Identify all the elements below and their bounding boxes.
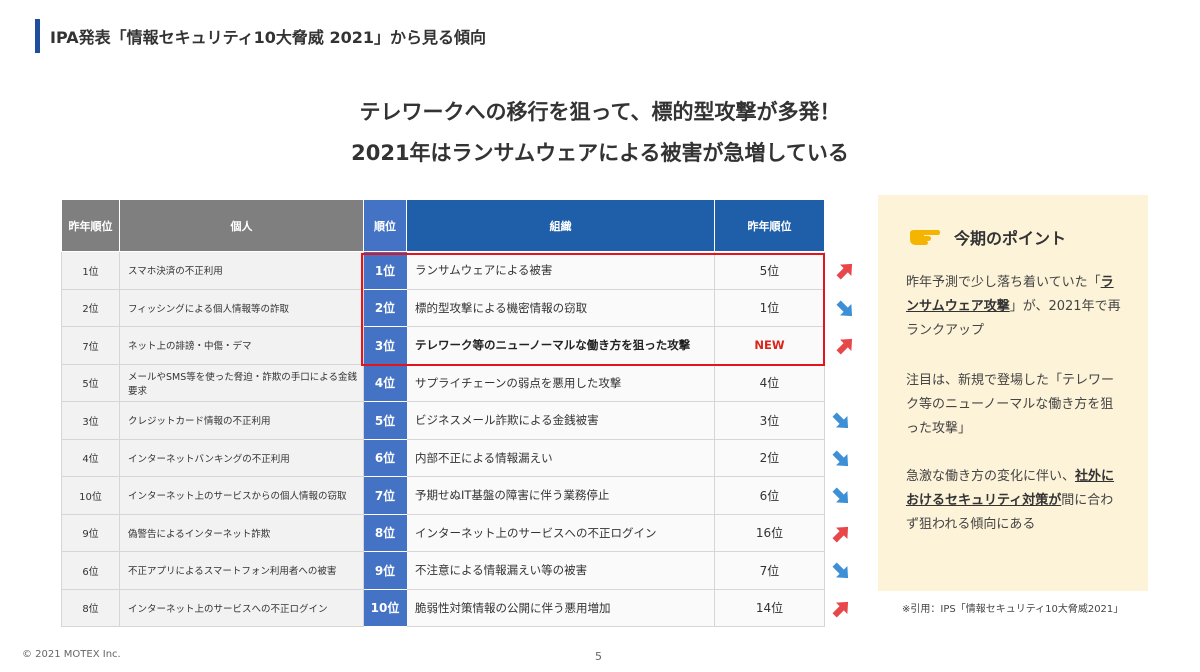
citation: ※引用：IPS「情報セキュリティ10大脅威2021」: [902, 604, 1124, 615]
cell-prev-rank-personal: 5位: [61, 363, 120, 402]
cell-org-threat: 予期せぬIT基盤の障害に伴う業務停止: [406, 476, 715, 515]
header-accent-bar: [35, 19, 40, 53]
cell-personal-threat: スマホ決済の不正利用: [119, 251, 364, 290]
cell-org-threat: ランサムウェアによる被害: [406, 251, 715, 290]
cell-prev-rank-org: 14位: [714, 588, 825, 627]
table-row: 9位 偽警告によるインターネット詐欺 8位 インターネット上のサービスへの不正ログイン…: [61, 513, 825, 552]
point-1-text-b: 」が、2021年で再ランクアップ: [906, 299, 1121, 338]
trend-up-arrow-icon: [834, 335, 856, 357]
trend-down-arrow-icon: [830, 560, 852, 582]
table-header-row: 昨年順位 個人 順位 組織 昨年順位: [61, 199, 825, 252]
point-paragraph-2: 注目は、新規で登場した「テレワーク等のニューノーマルな働き方を狙った攻撃」: [906, 373, 1115, 436]
point-1-text-a: 昨年予測で少し落ち着いていた「: [906, 275, 1101, 290]
table-row: 7位 ネット上の誹謗・中傷・デマ 3位 テレワーク等のニューノーマルな働き方を狙った攻…: [61, 326, 825, 365]
cell-prev-rank-personal: 2位: [61, 288, 120, 327]
cell-prev-rank-org: NEW: [714, 326, 825, 365]
cell-prev-rank-org: 2位: [714, 438, 825, 477]
cell-personal-threat: ネット上の誹謗・中傷・デマ: [119, 326, 364, 365]
header-prev-rank-personal: 昨年順位: [61, 199, 120, 252]
cell-personal-threat: クレジットカード情報の不正利用: [119, 401, 364, 440]
pointing-hand-icon: [908, 227, 940, 247]
cell-org-threat: テレワーク等のニューノーマルな働き方を狙った攻撃: [406, 326, 715, 365]
cell-personal-threat: インターネット上のサービスへの不正ログイン: [119, 588, 364, 627]
header-rank: 順位: [363, 199, 407, 252]
cell-prev-rank-personal: 10位: [61, 476, 120, 515]
trend-up-arrow-icon: [830, 598, 852, 620]
points-panel: 今期のポイント 昨年予測で少し落ち着いていた「ランサムウェア攻撃」が、2021年…: [878, 195, 1148, 591]
cell-org-threat: 標的型攻撃による機密情報の窃取: [406, 288, 715, 327]
cell-personal-threat: インターネット上のサービスからの個人情報の窃取: [119, 476, 364, 515]
cell-rank: 5位: [363, 401, 407, 440]
trend-down-arrow-icon: [830, 485, 852, 507]
cell-org-threat: 不注意による情報漏えい等の被害: [406, 551, 715, 590]
cell-rank: 7位: [363, 476, 407, 515]
cell-org-threat: サプライチェーンの弱点を悪用した攻撃: [406, 363, 715, 402]
headline-line-2: 2021年はランサムウェアによる被害が急増している: [351, 141, 849, 165]
cell-prev-rank-org: 16位: [714, 513, 825, 552]
table-row: 2位 フィッシングによる個人情報等の詐取 2位 標的型攻撃による機密情報の窃取 1位: [61, 288, 825, 327]
table-row: 4位 インターネットバンキングの不正利用 6位 内部不正による情報漏えい 2位: [61, 438, 825, 477]
cell-prev-rank-personal: 9位: [61, 513, 120, 552]
point-1-emphasis: ランサムウェア攻撃: [906, 275, 1114, 314]
cell-prev-rank-personal: 6位: [61, 551, 120, 590]
cell-prev-rank-personal: 7位: [61, 326, 120, 365]
cell-prev-rank-personal: 1位: [61, 251, 120, 290]
cell-prev-rank-org: 3位: [714, 401, 825, 440]
cell-rank: 10位: [363, 588, 407, 627]
cell-rank: 6位: [363, 438, 407, 477]
cell-personal-threat: メールやSMS等を使った脅迫・詐欺の手口による金銭要求: [119, 363, 364, 402]
cell-prev-rank-org: 6位: [714, 476, 825, 515]
point-3-text-a: 急激な働き方の変化に伴い、: [906, 469, 1076, 484]
table-row: 5位 メールやSMS等を使った脅迫・詐欺の手口による金銭要求 4位 サプライチェーンの…: [61, 363, 825, 402]
cell-rank: 1位: [363, 251, 407, 290]
cell-org-threat: ビジネスメール詐欺による金銭被害: [406, 401, 715, 440]
header-personal: 個人: [119, 199, 364, 252]
point-paragraph-3: 急激な働き方の変化に伴い、社外におけるセキュリティ対策が間に合わず狙われる傾向に…: [906, 465, 1126, 537]
table-row: 10位 インターネット上のサービスからの個人情報の窃取 7位 予期せぬIT基盤の障害に…: [61, 476, 825, 515]
table-row: 8位 インターネット上のサービスへの不正ログイン 10位 脆弱性対策情報の公開に伴う悪…: [61, 588, 825, 627]
trend-down-arrow-icon: [834, 298, 856, 320]
cell-rank: 3位: [363, 326, 407, 365]
cell-prev-rank-personal: 4位: [61, 438, 120, 477]
cell-prev-rank-personal: 3位: [61, 401, 120, 440]
table-row: 1位 スマホ決済の不正利用 1位 ランサムウェアによる被害 5位: [61, 251, 825, 290]
points-title: 今期のポイント: [908, 225, 1066, 249]
cell-rank: 4位: [363, 363, 407, 402]
cell-personal-threat: 不正アプリによるスマートフォン利用者への被害: [119, 551, 364, 590]
points-title-text: 今期のポイント: [954, 229, 1067, 248]
headline-line-1: テレワークへの移行を狙って、標的型攻撃が多発！: [359, 100, 841, 124]
cell-rank: 2位: [363, 288, 407, 327]
threat-ranking-table: 昨年順位 個人 順位 組織 昨年順位 1位 スマホ決済の不正利用 1位 ランサムウェア…: [61, 199, 825, 627]
cell-org-threat: 脆弱性対策情報の公開に伴う悪用増加: [406, 588, 715, 627]
cell-prev-rank-org: 4位: [714, 363, 825, 402]
trend-up-arrow-icon: [834, 260, 856, 282]
table-row: 3位 クレジットカード情報の不正利用 5位 ビジネスメール詐欺による金銭被害 3位: [61, 401, 825, 440]
trend-down-arrow-icon: [830, 410, 852, 432]
point-3-emphasis: 社外におけるセキュリティ対策が: [906, 469, 1115, 508]
cell-personal-threat: 偽警告によるインターネット詐欺: [119, 513, 364, 552]
trend-up-arrow-icon: [830, 523, 852, 545]
cell-personal-threat: インターネットバンキングの不正利用: [119, 438, 364, 477]
cell-prev-rank-personal: 8位: [61, 588, 120, 627]
page-title: IPA発表「情報セキュリティ10大脅威 2021」から見る傾向: [50, 28, 487, 47]
trend-down-arrow-icon: [830, 448, 852, 470]
cell-rank: 8位: [363, 513, 407, 552]
cell-personal-threat: フィッシングによる個人情報等の詐取: [119, 288, 364, 327]
cell-prev-rank-org: 1位: [714, 288, 825, 327]
cell-prev-rank-org: 5位: [714, 251, 825, 290]
header-prev-rank-org: 昨年順位: [714, 199, 825, 252]
point-paragraph-1: 昨年予測で少し落ち着いていた「ランサムウェア攻撃」が、2021年で再ランクアップ: [906, 271, 1126, 343]
cell-org-threat: 内部不正による情報漏えい: [406, 438, 715, 477]
point-3-text-b: 間に合わず狙われる傾向にある: [906, 493, 1114, 532]
page-number: 5: [595, 650, 602, 663]
header-org: 組織: [406, 199, 715, 252]
copyright: © 2021 MOTEX Inc.: [22, 649, 121, 660]
cell-org-threat: インターネット上のサービスへの不正ログイン: [406, 513, 715, 552]
table-row: 6位 不正アプリによるスマートフォン利用者への被害 9位 不注意による情報漏えい等の被…: [61, 551, 825, 590]
cell-prev-rank-org: 7位: [714, 551, 825, 590]
cell-rank: 9位: [363, 551, 407, 590]
